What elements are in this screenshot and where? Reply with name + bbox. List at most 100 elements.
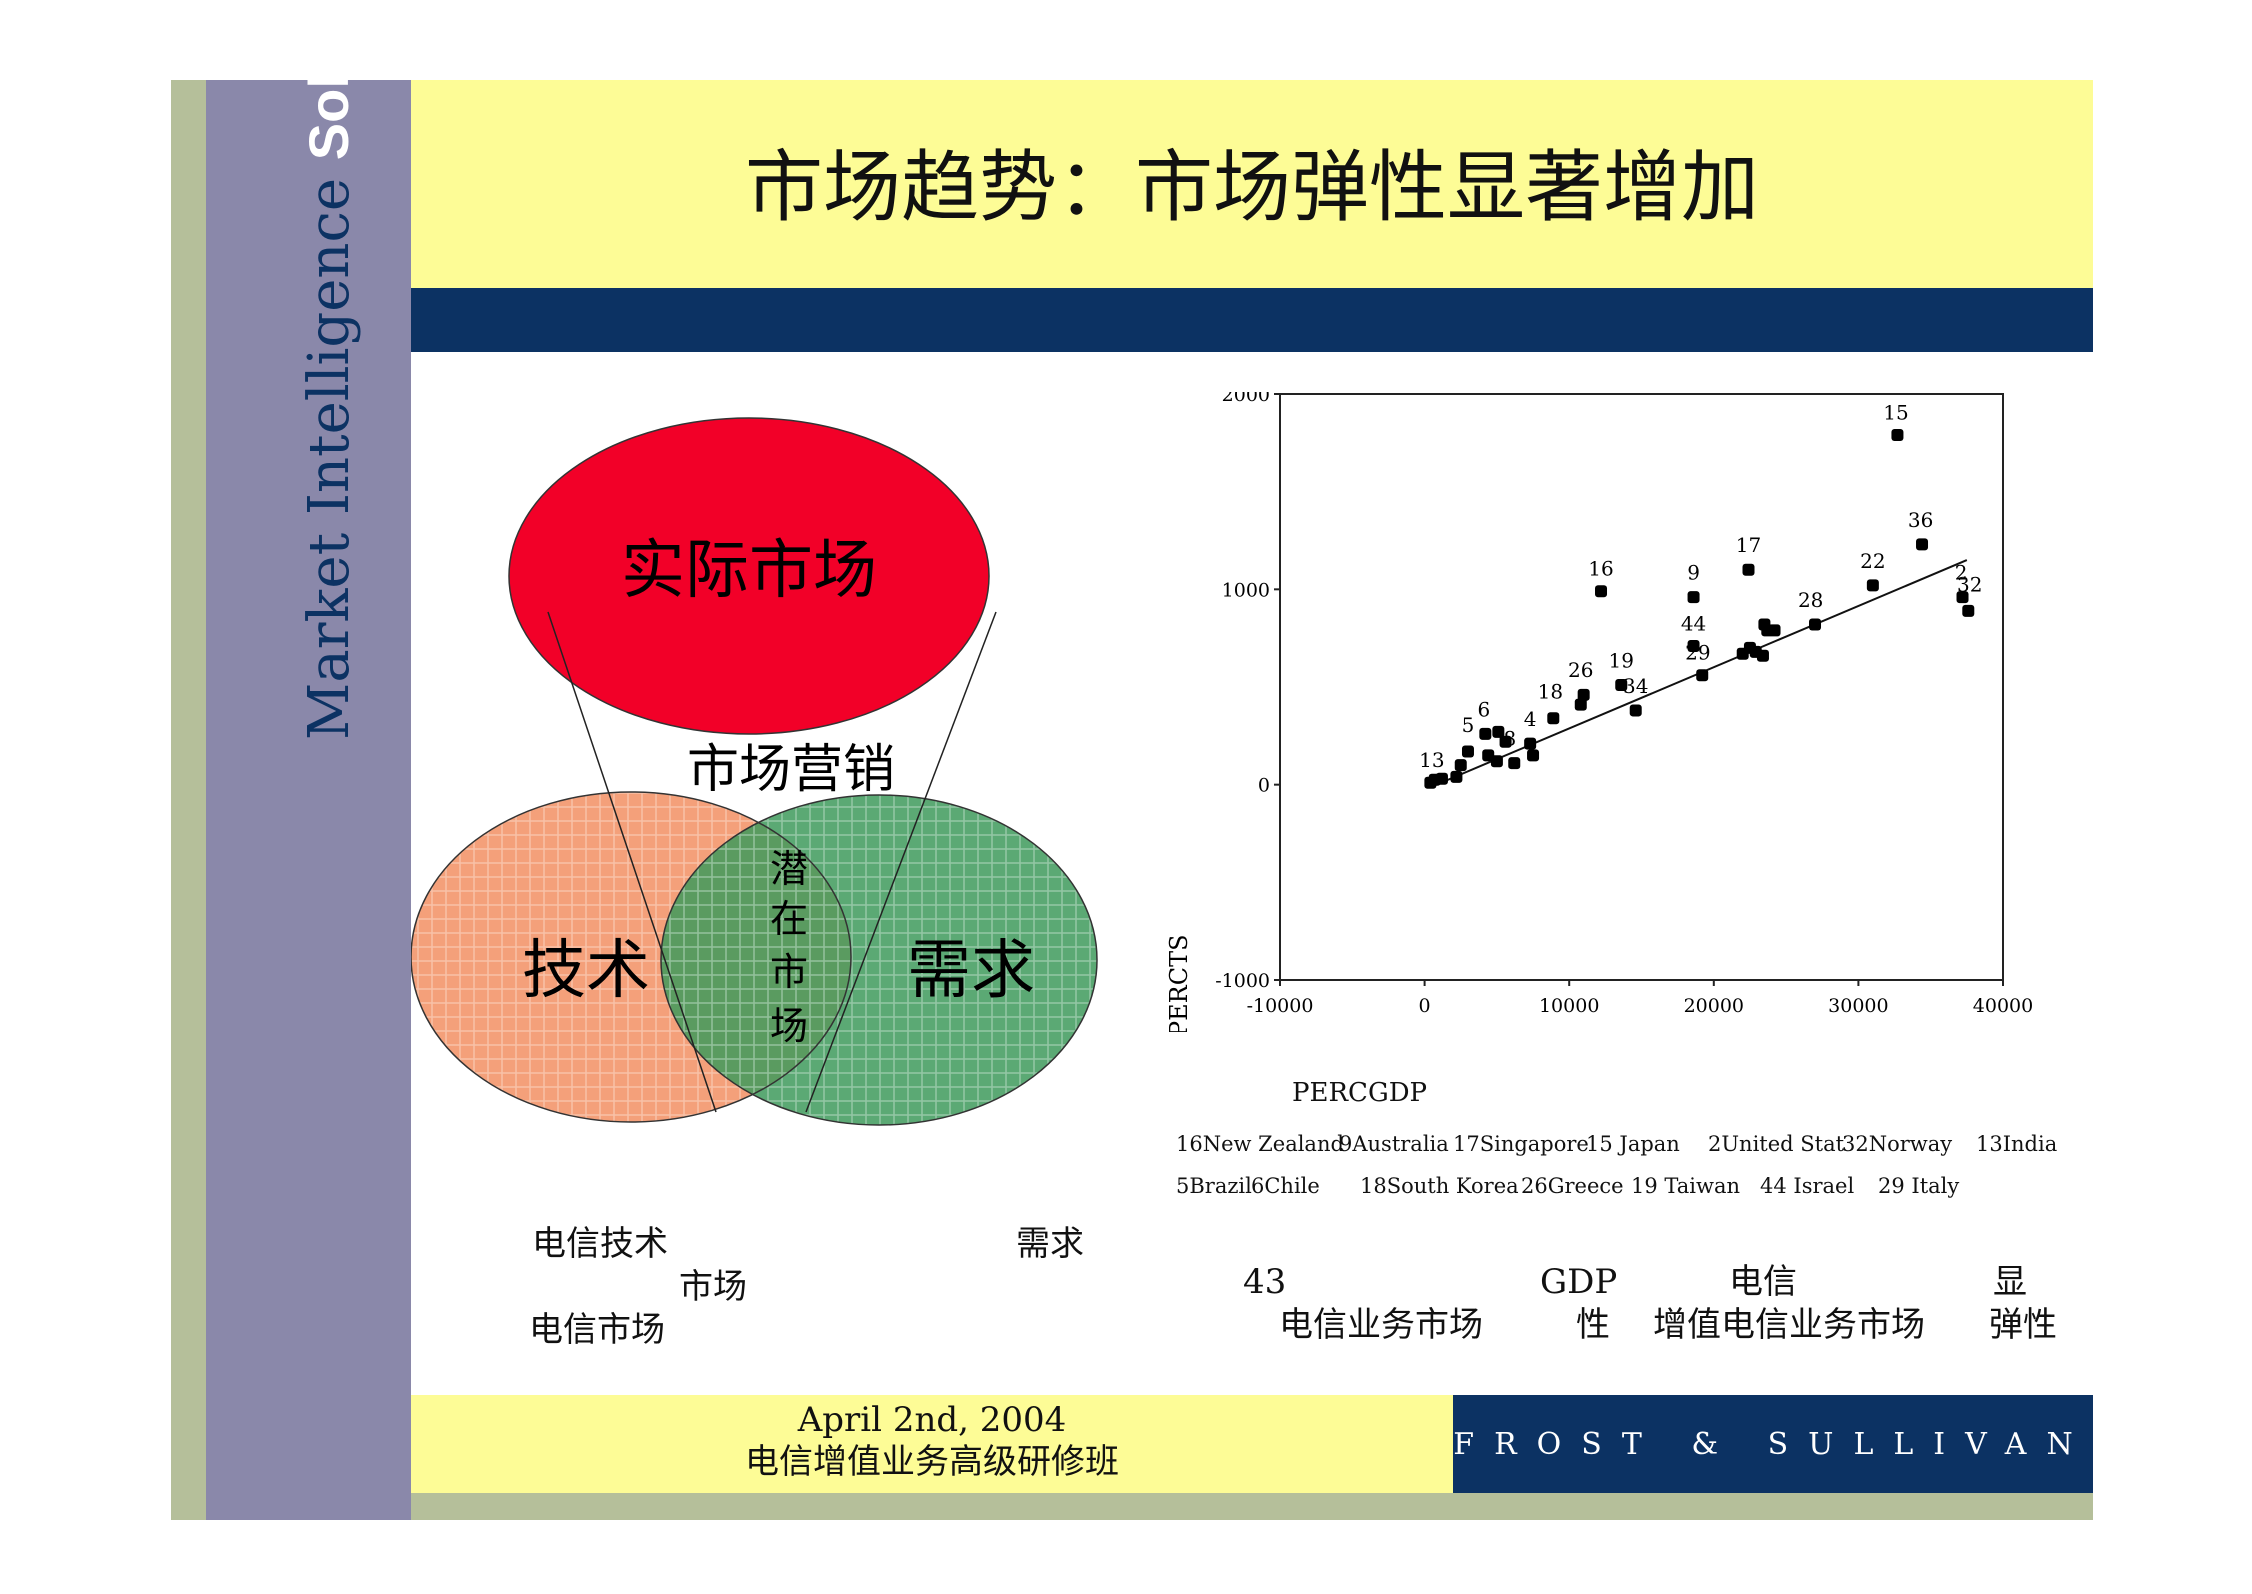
point-label: 6	[1478, 697, 1491, 721]
funnel-line-right	[805, 611, 997, 1113]
venn-label-tech: 技术	[522, 934, 650, 1008]
data-point	[1574, 698, 1587, 711]
legend-item: 13India	[1976, 1132, 2058, 1156]
data-point	[1866, 579, 1879, 592]
point-label: 22	[1860, 549, 1885, 573]
data-point	[1577, 688, 1590, 701]
note-telecom-market: 电信市场	[529, 1310, 665, 1350]
title-band	[411, 80, 2093, 288]
sidebar	[206, 80, 411, 1520]
data-point	[1508, 757, 1521, 770]
data-point	[1454, 759, 1467, 772]
venn-label-actual: 实际市场	[621, 534, 877, 608]
note-telecom: 电信	[1729, 1262, 1797, 1302]
footer-course: 电信增值业务高级研修班	[745, 1442, 1119, 1482]
note-xian: 显	[1993, 1262, 2027, 1302]
sidebar-brand-bold: Solutions	[297, 80, 360, 160]
data-point	[1962, 604, 1975, 617]
point-label: 4	[1524, 707, 1537, 731]
y-tick-label: 0	[1258, 775, 1270, 797]
point-label: 8	[1504, 727, 1517, 751]
x-tick-label: -10000	[1247, 995, 1314, 1017]
footer-strip	[411, 1493, 2093, 1520]
legend-item: 9Australia	[1339, 1132, 1449, 1156]
point-label: 26	[1568, 658, 1593, 682]
data-point	[1756, 649, 1769, 662]
svg-text:Market Intelligence Solutions: Market Intelligence Solutions	[297, 80, 362, 740]
point-label: 44	[1681, 611, 1706, 635]
point-label: 28	[1798, 588, 1823, 612]
legend-item: 6Chile	[1251, 1174, 1320, 1198]
footer-brand-band	[1453, 1395, 2093, 1493]
data-point	[1450, 770, 1463, 783]
data-point	[1891, 429, 1904, 442]
navy-band	[411, 288, 2093, 352]
data-point	[1916, 538, 1929, 551]
data-point	[1809, 618, 1822, 631]
y-axis-label: PERCTS	[1165, 934, 1193, 1032]
brand-logo: FROST & SULLIVAN	[1453, 1426, 2093, 1462]
point-label: 34	[1623, 674, 1648, 698]
venn-circle-tech-outline	[411, 791, 852, 1123]
venn-diagram: 实际市场 市场营销 技术 需求 潜 在 市 场	[411, 417, 1098, 1126]
data-point	[1615, 679, 1628, 692]
point-label: 18	[1538, 680, 1563, 704]
point-label: 9	[1687, 561, 1700, 585]
point-label: 2	[1955, 561, 1968, 585]
venn-overlap-char: 市	[770, 950, 808, 994]
footer-date: April 2nd, 2004	[797, 1400, 1067, 1440]
point-label: 29	[1685, 641, 1710, 665]
data-point	[1547, 712, 1560, 725]
legend-item: 17Singapore	[1453, 1132, 1589, 1156]
note-elasticity: 弹性	[1989, 1305, 2057, 1345]
note-gdp: GDP	[1540, 1262, 1618, 1302]
legend-item: 44 Israel	[1760, 1174, 1855, 1198]
data-point	[1768, 624, 1781, 637]
sidebar-brand: Market Intelligence Solutions	[297, 80, 362, 740]
data-point	[1956, 591, 1969, 604]
data-point	[1492, 725, 1505, 738]
x-tick-label: 30000	[1828, 995, 1888, 1017]
legend-item: 15 Japan	[1586, 1132, 1680, 1156]
venn-actual-market	[508, 417, 990, 735]
data-point	[1687, 639, 1700, 652]
x-axis-label: PERCGDP	[1292, 1078, 1428, 1108]
venn-label-marketing: 市场营销	[687, 740, 895, 800]
y-tick-label: 1000	[1222, 579, 1270, 601]
legend-item: 5Brazil	[1176, 1174, 1252, 1198]
venn-overlap-char: 潜	[770, 847, 808, 891]
legend-item: 2United Stat	[1708, 1132, 1845, 1156]
olive-strip	[171, 80, 206, 1520]
page-title: 市场趋势：市场弹性显著增加	[744, 143, 1759, 233]
point-label: 15	[1883, 400, 1908, 424]
x-tick-label: 40000	[1973, 995, 2033, 1017]
funnel-line-left	[547, 611, 717, 1113]
note-vas-market: 增值电信业务市场	[1653, 1305, 1925, 1345]
note-xing: 性	[1576, 1305, 1610, 1345]
data-point	[1524, 737, 1537, 750]
note-market: 市场	[679, 1267, 747, 1307]
legend-item: 16New Zealand	[1176, 1132, 1344, 1156]
point-label: 36	[1908, 508, 1933, 532]
point-label: 5	[1462, 713, 1475, 737]
data-point	[1687, 591, 1700, 604]
slide: Market Intelligence Solutions 市场趋势：市场弹性显…	[171, 80, 2093, 1520]
data-point	[1629, 704, 1642, 717]
y-tick-label: 2000	[1222, 392, 1270, 406]
legend-item: 19 Taiwan	[1631, 1174, 1741, 1198]
note-business-market: 电信业务市场	[1279, 1305, 1483, 1345]
legend-item: 18South Korea	[1360, 1174, 1519, 1198]
x-tick-label: 20000	[1684, 995, 1744, 1017]
data-point	[1742, 563, 1755, 576]
data-point	[1435, 772, 1448, 785]
data-point	[1595, 585, 1608, 598]
footer-band	[411, 1395, 1453, 1493]
legend-item: 29 Italy	[1878, 1174, 1960, 1198]
data-point	[1461, 745, 1474, 758]
legend-item: 26Greece	[1521, 1174, 1624, 1198]
sidebar-brand-regular: Market Intelligence	[297, 160, 362, 740]
venn-circle-demand-outline	[660, 794, 1098, 1126]
point-label: 32	[1957, 572, 1982, 596]
venn-overlap-char: 在	[770, 897, 808, 941]
point-label: 17	[1736, 533, 1761, 557]
